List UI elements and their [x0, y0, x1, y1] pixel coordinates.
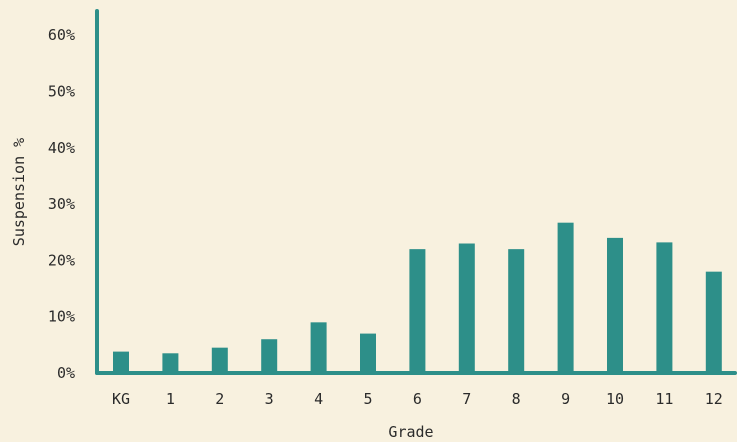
- y-tick-label: 20%: [48, 251, 75, 269]
- y-tick-label: 40%: [48, 139, 75, 157]
- bar: [113, 351, 129, 373]
- bar: [261, 339, 278, 373]
- x-tick-label: 4: [314, 390, 323, 408]
- bar: [458, 243, 475, 373]
- x-tick-label: 9: [561, 390, 570, 408]
- bar: [508, 249, 525, 373]
- bar: [409, 249, 426, 373]
- x-tick-label: 12: [705, 390, 723, 408]
- x-tick-label: 8: [512, 390, 521, 408]
- bar: [162, 353, 179, 373]
- bar: [360, 333, 376, 373]
- x-tick-label: 10: [606, 390, 624, 408]
- y-tick-label: 30%: [48, 195, 75, 213]
- bar: [310, 322, 327, 373]
- bar: [656, 242, 673, 373]
- x-tick-label: 1: [166, 390, 175, 408]
- y-tick-label: 60%: [48, 26, 75, 44]
- x-tick-label: 3: [265, 390, 274, 408]
- y-tick-label: 50%: [48, 83, 75, 101]
- bar: [607, 237, 623, 373]
- x-tick-label: 5: [363, 390, 372, 408]
- y-axis-ticks: 0% 10% 20% 30% 40% 50% 60%: [48, 26, 75, 382]
- x-axis-ticks: KG 1 2 3 4 5 6 7 8 9 10 11 12: [112, 390, 723, 408]
- bar: [211, 347, 228, 373]
- bar: [557, 222, 574, 373]
- bar: [705, 271, 722, 373]
- x-tick-label: 6: [413, 390, 422, 408]
- y-tick-label: 10%: [48, 308, 75, 326]
- y-tick-label: 0%: [57, 364, 75, 382]
- x-tick-label: KG: [112, 390, 130, 408]
- x-tick-label: 11: [655, 390, 673, 408]
- y-axis-title: Suspension %: [10, 138, 28, 246]
- x-tick-label: 7: [462, 390, 471, 408]
- x-axis-title: Grade: [388, 423, 433, 441]
- bars: [113, 222, 722, 373]
- x-tick-label: 2: [215, 390, 224, 408]
